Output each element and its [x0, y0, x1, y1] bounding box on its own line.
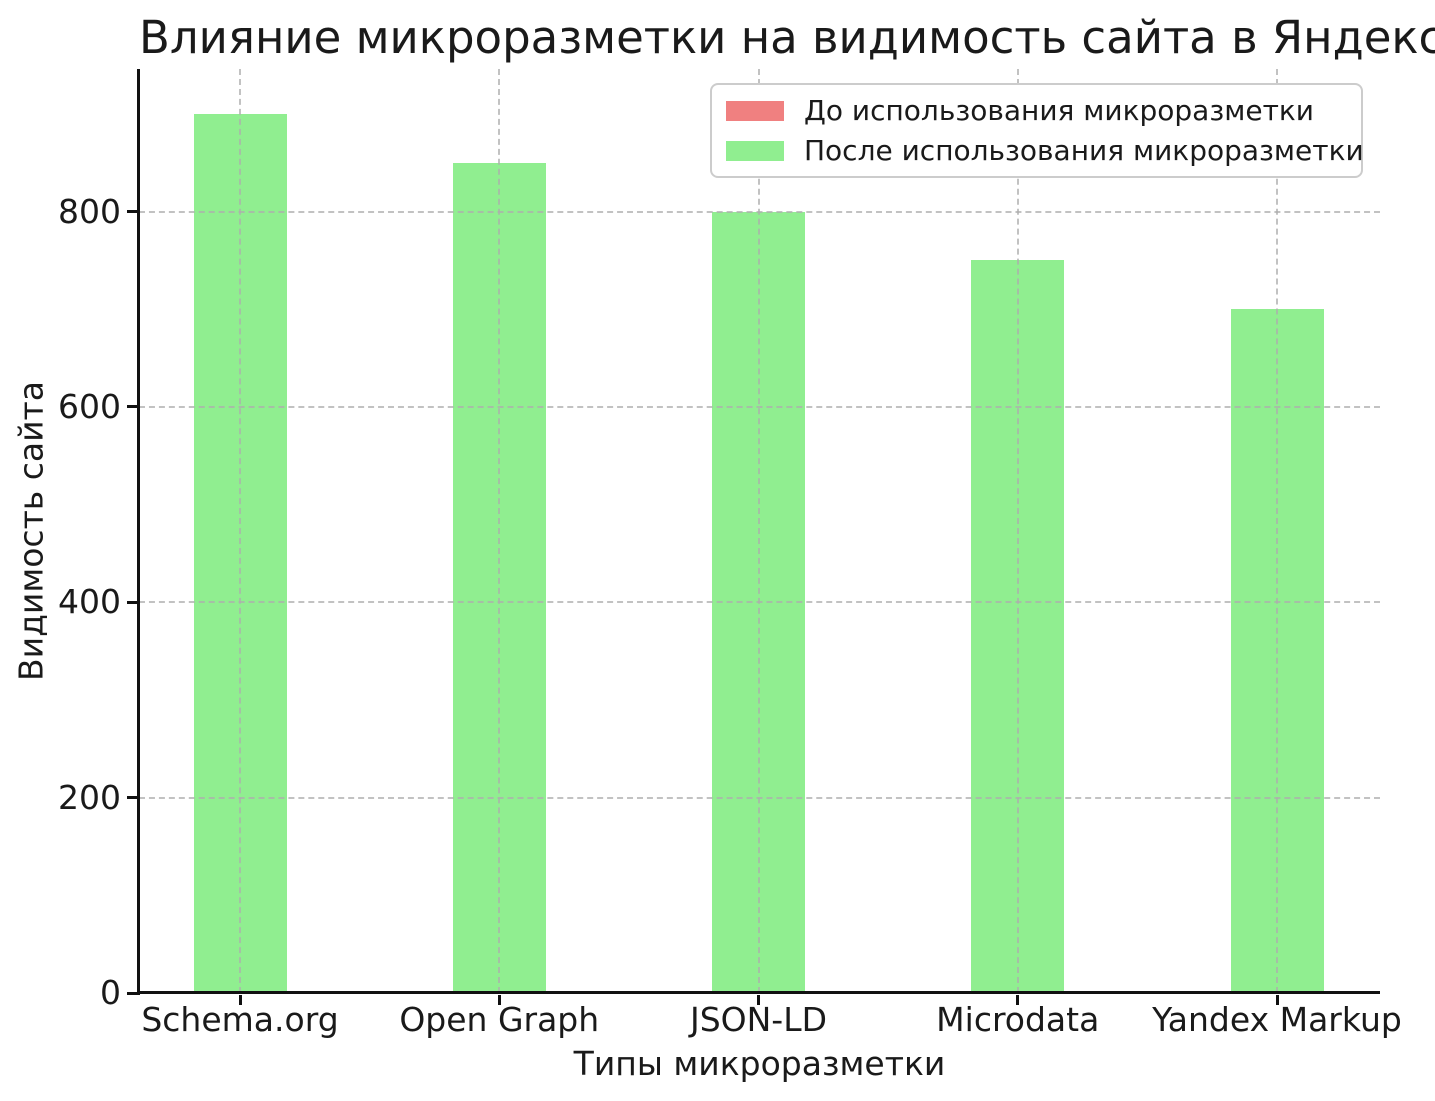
- legend-swatch-green: [726, 140, 784, 161]
- gridline-x-5: [1276, 69, 1278, 993]
- gridline-y-200: [139, 796, 1380, 799]
- legend-label-2: После использования микроразметки: [804, 134, 1364, 167]
- y-tick-mark-600: [127, 405, 137, 409]
- gridline-y-400: [139, 601, 1380, 604]
- plot-area: [127, 69, 1380, 1005]
- gridline-y-800: [139, 210, 1380, 213]
- x-tick-label-3: JSON-LD: [689, 1000, 828, 1039]
- y-axis-label: Видимость сайта: [11, 381, 51, 681]
- gridline-x-1: [239, 69, 241, 993]
- legend-swatch-red: [726, 100, 784, 121]
- y-tick-label-200: 200: [58, 777, 121, 817]
- y-tick-label-0: 0: [100, 973, 121, 1012]
- gridline-y-600: [139, 405, 1380, 408]
- x-tick-mark-5: [1275, 995, 1279, 1005]
- y-tick-label-800: 800: [58, 191, 121, 231]
- legend: До использования микроразметки После испо…: [710, 83, 1364, 178]
- y-tick-mark-0: [127, 991, 137, 995]
- x-tick-mark-2: [497, 995, 501, 1005]
- gridline-x-3: [757, 69, 760, 993]
- legend-item-2: После использования микроразметки: [726, 134, 1364, 167]
- y-tick-label-400: 400: [58, 582, 121, 622]
- gridline-x-2: [498, 69, 501, 993]
- chart-title: Влияние микроразметки на видимость сайта…: [139, 11, 1435, 64]
- x-tick-mark-1: [238, 995, 242, 1005]
- ticks-layer: [127, 69, 1380, 1005]
- y-tick-label-600: 600: [58, 386, 121, 426]
- y-tick-mark-800: [127, 210, 137, 214]
- x-tick-label-5: Yandex Markup: [1152, 1000, 1402, 1039]
- grid-layer: [139, 69, 1380, 993]
- legend-item-1: До использования микроразметки: [726, 94, 1347, 127]
- x-tick-label-2: Open Graph: [399, 1000, 600, 1039]
- x-tick-mark-4: [1016, 995, 1020, 1005]
- x-tick-mark-3: [757, 995, 760, 1005]
- x-axis-spine: [137, 991, 1380, 994]
- x-axis-label: Типы микроразметки: [573, 1044, 946, 1083]
- legend-label-1: До использования микроразметки: [804, 94, 1314, 127]
- y-tick-mark-400: [127, 600, 137, 604]
- x-tick-label-1: Schema.org: [141, 1000, 339, 1039]
- x-tick-label-4: Microdata: [936, 1000, 1100, 1039]
- y-axis-spine: [137, 69, 140, 995]
- y-tick-mark-200: [127, 796, 137, 800]
- gridline-x-4: [1016, 69, 1019, 993]
